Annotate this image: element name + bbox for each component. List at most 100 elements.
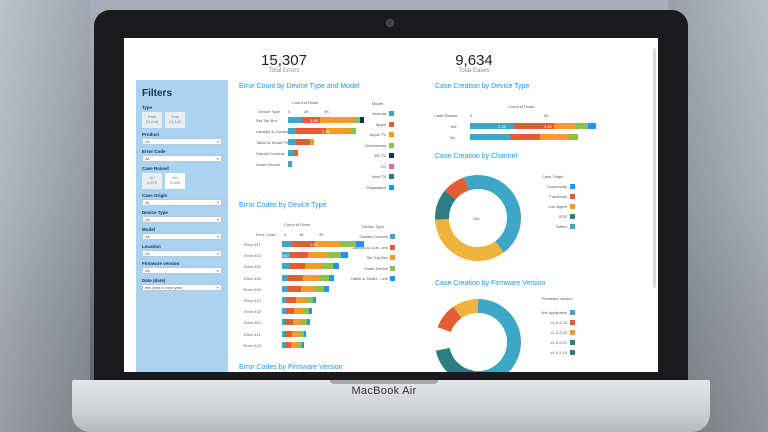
chart1-bar-segment[interactable] (296, 128, 326, 134)
donut-firmware[interactable] (430, 294, 530, 372)
product-select[interactable]: All (142, 138, 222, 145)
firmware-select[interactable]: All (142, 267, 222, 274)
chart3-bar-segment[interactable] (296, 297, 306, 303)
filter-label-error-code: Error Code (142, 149, 166, 154)
chart3-bar-segment[interactable] (282, 263, 289, 270)
donut-segment-live-agent[interactable] (435, 175, 521, 261)
chart3-bar-segment[interactable] (285, 330, 292, 337)
device-type-select[interactable]: All (142, 216, 222, 223)
chart1-bar-segment[interactable] (294, 150, 298, 156)
chart3-bar-segment[interactable] (288, 285, 301, 292)
chart1-bar-segment[interactable] (360, 117, 364, 123)
chart3-bar-segment[interactable] (282, 252, 290, 259)
chart3-bar-segment[interactable] (289, 263, 305, 270)
chart2-measure: Count of Rows (508, 104, 535, 109)
case-raised-toggle-yes[interactable]: Yes 9,636 (165, 173, 185, 189)
kpi-total-errors: 15,307 Total Errors (224, 52, 344, 74)
chart3-bar-segment[interactable] (340, 241, 356, 247)
toggle-label: No (149, 175, 155, 180)
chart3-bar-segment[interactable] (313, 297, 316, 303)
case-raised-toggle-no[interactable]: No 5,875 (142, 173, 162, 189)
chart2-bar-segment[interactable] (570, 134, 578, 140)
chart1-bar-segment[interactable] (326, 128, 350, 134)
chart3-bar-segment[interactable] (293, 319, 301, 326)
chart3-bar-segment[interactable] (303, 274, 319, 281)
chart3-bar-segment[interactable] (285, 341, 291, 348)
chart1-bar-segment[interactable] (310, 139, 314, 145)
chart3-bar-segment[interactable] (305, 263, 322, 270)
chart3-bar-segment[interactable] (315, 241, 340, 247)
chart3-bar-segment[interactable] (285, 319, 293, 326)
chart3-bar-segment[interactable] (282, 341, 285, 348)
location-select[interactable]: All (142, 250, 222, 257)
chart1-bar-segment[interactable] (302, 117, 320, 123)
error-code-select[interactable]: All (142, 155, 222, 162)
chart1-bar-segment[interactable] (288, 161, 292, 167)
chart3-bar-segment[interactable] (282, 330, 285, 337)
chart3-bar-segment[interactable] (286, 297, 296, 303)
chart3-bar-segment[interactable] (356, 241, 364, 247)
donut-segment-v10202[interactable] (435, 299, 521, 372)
chart-title-case-device: Case Creation by Device Type (435, 83, 530, 90)
chart3-bar-segment[interactable] (282, 241, 292, 247)
chart1-bar-segment[interactable] (320, 117, 354, 123)
chart3-bar-segment[interactable] (299, 330, 304, 337)
chart3-bar-segment[interactable] (324, 285, 329, 292)
chart3-bar-segment[interactable] (288, 274, 303, 281)
chart3-bar-segment[interactable] (333, 263, 339, 270)
chart2-bar-segment[interactable] (510, 134, 540, 140)
chart2-bar-segment[interactable] (470, 123, 514, 129)
chart3-bar-segment[interactable] (292, 330, 299, 337)
chart3-bar-segment[interactable] (304, 330, 306, 337)
chart3-bar-segment[interactable] (282, 308, 286, 315)
type-toggle-trial[interactable]: Trial 25,132 (165, 112, 185, 128)
chart1-bar-segment[interactable] (288, 139, 296, 145)
chart3-bar-segment[interactable] (319, 274, 329, 281)
chart3-bar-segment[interactable] (291, 341, 298, 348)
chart3-bar-segment[interactable] (309, 308, 312, 315)
chart3-bar-segment[interactable] (302, 341, 304, 348)
chart3-bar-segment[interactable] (303, 308, 309, 315)
chart2-bar-segment[interactable] (588, 123, 596, 129)
scrollbar[interactable] (653, 48, 656, 288)
chart3-bar-segment[interactable] (290, 252, 308, 259)
chart2-bar-segment[interactable] (554, 123, 576, 129)
chart2-bar-segment[interactable] (540, 134, 570, 140)
chart3-bar-segment[interactable] (322, 263, 333, 270)
chart3-bar-segment[interactable] (298, 341, 302, 348)
donut-case-channel[interactable] (430, 170, 530, 270)
case-origin-select[interactable]: All (142, 199, 222, 206)
filter-label-firmware: Firmware version (142, 261, 180, 266)
chart1-bar-segment[interactable] (354, 117, 360, 123)
chart3-bar-segment[interactable] (306, 297, 313, 303)
chart3-bar-segment[interactable] (301, 319, 307, 326)
type-toggle-paid[interactable]: Paid 53,848 (142, 112, 162, 128)
chart3-bar-segment[interactable] (286, 308, 294, 315)
chart3-bar-segment[interactable] (282, 274, 288, 281)
chart1-bar-segment[interactable] (296, 139, 310, 145)
chart3-bar-segment[interactable] (294, 308, 303, 315)
chart3-bar-segment[interactable] (282, 319, 285, 326)
donut-segment-sos[interactable] (435, 175, 521, 261)
chart1-bar-segment[interactable] (350, 128, 356, 134)
chart3-bar-segment[interactable] (301, 285, 315, 292)
model-select[interactable]: All (142, 233, 222, 240)
chart5-legend-item: Not Applicable (541, 310, 567, 315)
chart1-bar-segment[interactable] (288, 150, 294, 156)
chart3-bar-segment[interactable] (328, 252, 341, 259)
chart3-bar-segment[interactable] (308, 252, 328, 259)
chart3-bar-segment[interactable] (329, 274, 334, 281)
chart3-bar-segment[interactable] (315, 285, 324, 292)
chart3-bar-segment[interactable] (292, 241, 315, 247)
chart2-bar-segment[interactable] (576, 123, 588, 129)
date-select[interactable]: this year to next year (142, 284, 222, 291)
chart3-bar-segment[interactable] (307, 319, 310, 326)
donut-segment-community[interactable] (435, 175, 521, 261)
chart3-bar-segment[interactable] (282, 285, 288, 292)
chart1-bar-segment[interactable] (288, 128, 296, 134)
chart3-bar-segment[interactable] (341, 252, 348, 259)
chart3-bar-segment[interactable] (282, 297, 286, 303)
chart2-bar-segment[interactable] (470, 134, 510, 140)
chart2-bar-segment[interactable] (514, 123, 554, 129)
chart1-bar-segment[interactable] (288, 117, 302, 123)
